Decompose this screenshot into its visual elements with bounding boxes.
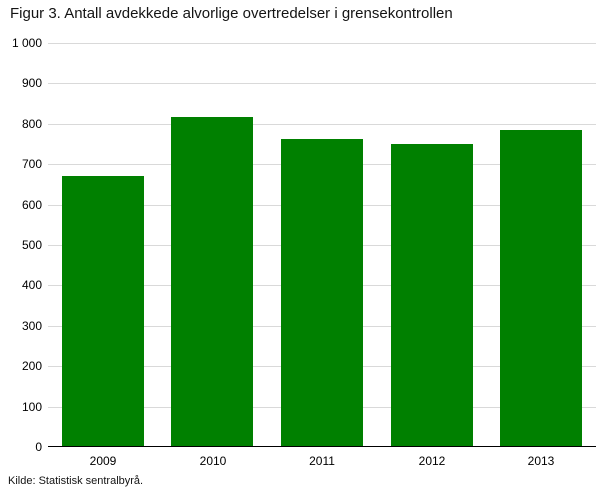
y-tick-label: 400 (21, 278, 42, 292)
y-tick-label: 0 (35, 440, 42, 454)
x-tick-label: 2011 (309, 454, 335, 468)
source-caption: Kilde: Statistisk sentralbyrå. (8, 475, 144, 487)
y-tick-label: 600 (21, 198, 42, 212)
y-gridline (48, 43, 596, 44)
x-tick-label: 2009 (89, 454, 117, 468)
x-axis-line (48, 446, 596, 447)
y-gridline (48, 83, 596, 84)
y-tick-label: 700 (21, 157, 42, 171)
bar-2013 (500, 130, 582, 447)
y-tick-label: 1 000 (11, 36, 42, 50)
bar-2009 (62, 176, 144, 447)
y-gridline (48, 124, 596, 125)
bar-2010 (171, 117, 253, 447)
chart-title: Figur 3. Antall avdekkede alvorlige over… (10, 5, 453, 22)
plot-area (48, 43, 596, 447)
y-tick-label: 800 (21, 117, 42, 131)
y-tick-label: 500 (21, 238, 42, 252)
bar-2011 (281, 139, 363, 447)
y-tick-label: 900 (21, 76, 42, 90)
y-tick-label: 200 (21, 359, 42, 373)
y-tick-label: 100 (21, 400, 42, 414)
x-tick-label: 2010 (199, 454, 227, 468)
x-tick-label: 2012 (418, 454, 446, 468)
x-tick-label: 2013 (527, 454, 555, 468)
y-tick-label: 300 (21, 319, 42, 333)
bar-2012 (391, 144, 473, 447)
